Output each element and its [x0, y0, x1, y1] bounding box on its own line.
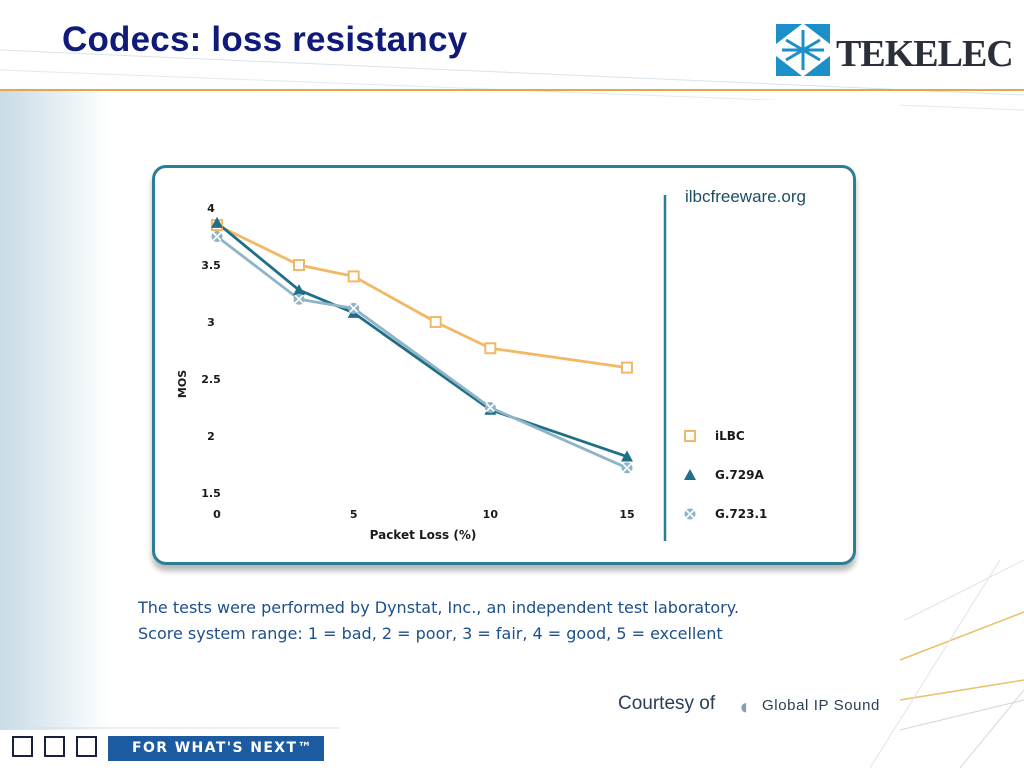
- caption-test-info: The tests were performed by Dynstat, Inc…: [138, 598, 740, 617]
- data-point-ilbc-2: [347, 270, 360, 283]
- data-point-ilbc-1: [293, 259, 305, 271]
- chart-source-label: ilbcfreeware.org: [685, 187, 806, 206]
- y-tick-label: 4: [207, 202, 215, 215]
- x-tick-label: 5: [350, 508, 358, 521]
- series-line-ilbc: [216, 223, 628, 369]
- data-point-g-729a-1: [293, 284, 305, 296]
- courtesy-label: Courtesy of: [618, 693, 716, 714]
- data-point-ilbc-4: [484, 342, 497, 355]
- y-tick-label: 1.5: [201, 487, 221, 500]
- legend-marker-g-729a: [684, 469, 696, 480]
- y-tick-label: 2.5: [201, 373, 221, 386]
- data-point-g-723-1-4: [621, 462, 633, 474]
- data-point-ilbc-3: [429, 316, 442, 328]
- data-point-g-729a-0: [211, 216, 223, 228]
- y-tick-label: 3.5: [201, 259, 221, 272]
- legend-marker-ilbc: [684, 430, 696, 442]
- legend-label-g-723-1: G.723.1: [715, 507, 767, 521]
- data-point-g-729a-4: [621, 450, 633, 462]
- y-tick-label: 2: [207, 430, 215, 443]
- data-point-g-723-1-2: [348, 302, 360, 314]
- footer-square-2: [44, 736, 65, 757]
- tekelec-wordmark: TEKELEC: [836, 33, 1014, 75]
- chart-frame: 0 5 10 15 1.5 2 2.5 3 3.5 4 MOS Packet Loss (%) …: [152, 165, 856, 565]
- footer-square-1: [12, 736, 33, 757]
- data-point-g-723-1-0: [211, 231, 223, 242]
- x-axis-label: Packet Loss (%): [370, 528, 477, 542]
- footer-square-3: [76, 736, 97, 757]
- caption-score-range: Score system range: 1 = bad, 2 = poor, 3…: [138, 624, 723, 643]
- data-point-g-723-1-1: [293, 293, 305, 305]
- tekelec-logo: TEKELEC: [776, 24, 1016, 78]
- x-tick-label: 10: [483, 508, 499, 521]
- x-tick-label: 15: [619, 508, 634, 521]
- courtesy-company: Global IP Sound: [762, 697, 880, 714]
- legend-label-g-729a: G.729A: [715, 468, 764, 482]
- tekelec-mark-icon: [776, 24, 830, 76]
- data-point-g-723-1-3: [484, 402, 496, 413]
- series-line-g-729a: [216, 221, 628, 458]
- legend-marker-g-723-1: [684, 508, 696, 520]
- chart: 0 5 10 15 1.522.533.54 MOS Packet Loss (%) …: [176, 187, 806, 542]
- y-axis-label: MOS: [176, 370, 189, 398]
- x-tick-label: 0: [213, 508, 221, 521]
- y-tick-label: 3: [207, 316, 215, 329]
- slide-title: Codecs: loss resistancy: [62, 20, 468, 59]
- legend-label-ilbc: iLBC: [715, 429, 745, 443]
- series-line-g-723-1: [216, 235, 628, 470]
- footer-tagline: FOR WHAT'S NEXT™: [108, 736, 324, 761]
- global-ip-sound-icon: ◖: [737, 694, 751, 719]
- data-point-ilbc-5: [621, 361, 633, 374]
